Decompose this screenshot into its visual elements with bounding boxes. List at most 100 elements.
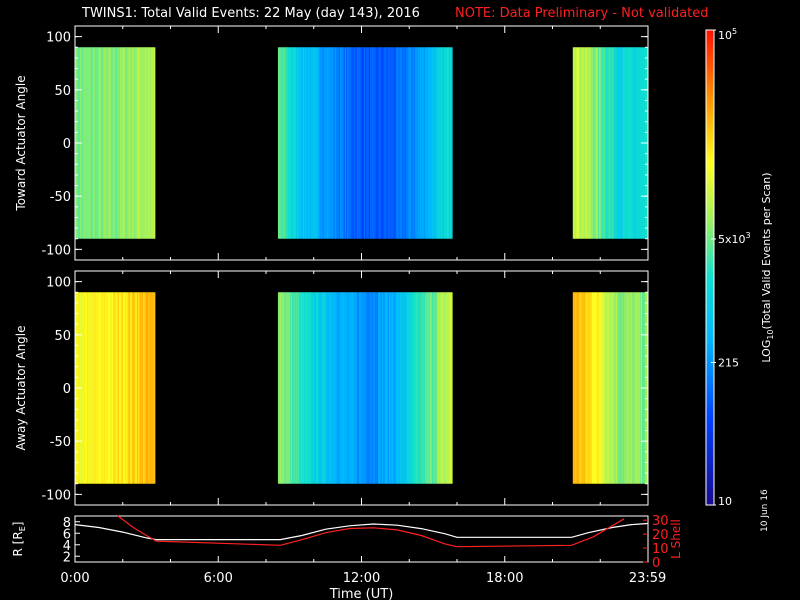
heatmap-column xyxy=(437,47,440,239)
heatmap-column xyxy=(318,47,321,239)
heatmap-column xyxy=(582,292,584,484)
heatmap-column xyxy=(627,292,630,484)
heatmap-column xyxy=(393,47,396,239)
heatmap-column xyxy=(396,292,398,484)
heatmap-column xyxy=(89,47,91,239)
heatmap-column xyxy=(310,292,312,484)
heatmap-column xyxy=(132,292,134,484)
heatmap-column xyxy=(618,47,620,239)
heatmap-column xyxy=(91,47,94,239)
heatmap-column xyxy=(126,292,128,484)
heatmap-column xyxy=(409,47,411,239)
heatmap-column xyxy=(319,292,322,484)
heatmap-column xyxy=(338,47,341,239)
heatmap-column xyxy=(624,292,626,484)
heatmap-column xyxy=(428,292,430,484)
heatmap-column xyxy=(576,47,578,239)
heatmap-column xyxy=(150,292,152,484)
heatmap-column xyxy=(633,47,636,239)
heatmap-column xyxy=(120,292,122,484)
heatmap-column xyxy=(106,292,108,484)
y-tick-label: -100 xyxy=(41,488,71,503)
heatmap-column xyxy=(631,292,633,484)
heatmap-column xyxy=(625,47,627,239)
heatmap-column xyxy=(436,292,439,484)
heatmap-column xyxy=(120,47,122,239)
radius-line xyxy=(74,522,649,541)
heatmap-column xyxy=(293,47,296,239)
heatmap-column xyxy=(382,47,385,239)
heatmap-column xyxy=(324,292,327,484)
x-tick-label: 23:59 xyxy=(629,571,666,586)
colorbar-tick-label: 105 xyxy=(718,27,737,42)
heatmap-column xyxy=(314,47,317,239)
heatmap-column xyxy=(433,292,435,484)
heatmap-column xyxy=(576,292,578,484)
heatmap-column xyxy=(430,47,433,239)
heatmap-column xyxy=(422,47,424,239)
heatmap-column xyxy=(135,47,138,239)
heatmap-column xyxy=(410,47,413,239)
heatmap-column xyxy=(600,292,602,484)
heatmap-column xyxy=(306,292,309,484)
heatmap-column xyxy=(590,47,593,239)
heatmap-column xyxy=(397,292,399,484)
title-row: TWINS1: Total Valid Events: 22 May (day … xyxy=(0,6,800,24)
heatmap-column xyxy=(317,47,319,239)
heatmap-column xyxy=(152,47,155,239)
heatmap-column xyxy=(451,292,453,484)
heatmap-column xyxy=(88,292,90,484)
heatmap-column xyxy=(116,47,119,239)
heatmap-column xyxy=(422,292,424,484)
heatmap-column xyxy=(334,292,336,484)
heatmap-column xyxy=(398,47,401,239)
heatmap-column xyxy=(360,47,362,239)
heatmap-column xyxy=(572,47,575,239)
heatmap-column xyxy=(575,47,577,239)
heatmap-column xyxy=(619,292,621,484)
heatmap-column xyxy=(408,292,410,484)
heatmap-column xyxy=(344,47,347,239)
heatmap-column xyxy=(90,47,93,239)
colorbar-frame xyxy=(705,29,715,506)
heatmap-column xyxy=(618,292,620,484)
heatmap-column xyxy=(98,292,101,484)
heatmap-column xyxy=(286,47,288,239)
heatmap-column xyxy=(626,292,629,484)
heatmap-column xyxy=(591,292,594,484)
heatmap-column xyxy=(408,47,410,239)
y-tick-label: -100 xyxy=(41,243,71,258)
heatmap-column xyxy=(625,292,627,484)
heatmap-column xyxy=(411,47,414,239)
heatmap-column xyxy=(359,47,361,239)
heatmap-column xyxy=(291,47,293,239)
heatmap-column xyxy=(323,292,325,484)
heatmap-column xyxy=(446,47,448,239)
heatmap-column xyxy=(387,47,390,239)
heatmap-column xyxy=(287,292,290,484)
heatmap-column xyxy=(143,47,145,239)
heatmap-column xyxy=(595,292,598,484)
heatmap-column xyxy=(143,292,145,484)
heatmap-column xyxy=(636,47,638,239)
x-tick-label: 18:00 xyxy=(486,571,523,586)
heatmap-column xyxy=(421,47,423,239)
heatmap-column xyxy=(451,47,453,239)
heatmap-column xyxy=(104,292,107,484)
heatmap-column xyxy=(328,47,330,239)
heatmap-column xyxy=(372,47,374,239)
heatmap-column xyxy=(583,292,586,484)
heatmap-column xyxy=(596,47,599,239)
heatmap-column xyxy=(122,292,125,484)
y-tick-label: 100 xyxy=(46,276,71,291)
heatmap-column xyxy=(399,292,402,484)
heatmap-column xyxy=(325,292,328,484)
heatmap-column xyxy=(380,292,383,484)
heatmap-column xyxy=(94,292,96,484)
heatmap-column xyxy=(425,292,428,484)
heatmap-column xyxy=(297,47,299,239)
heatmap-column xyxy=(114,47,116,239)
y-axis-label: Away Actuator Angle xyxy=(14,325,28,450)
heatmap-column xyxy=(146,47,149,239)
heatmap-column xyxy=(107,47,109,239)
